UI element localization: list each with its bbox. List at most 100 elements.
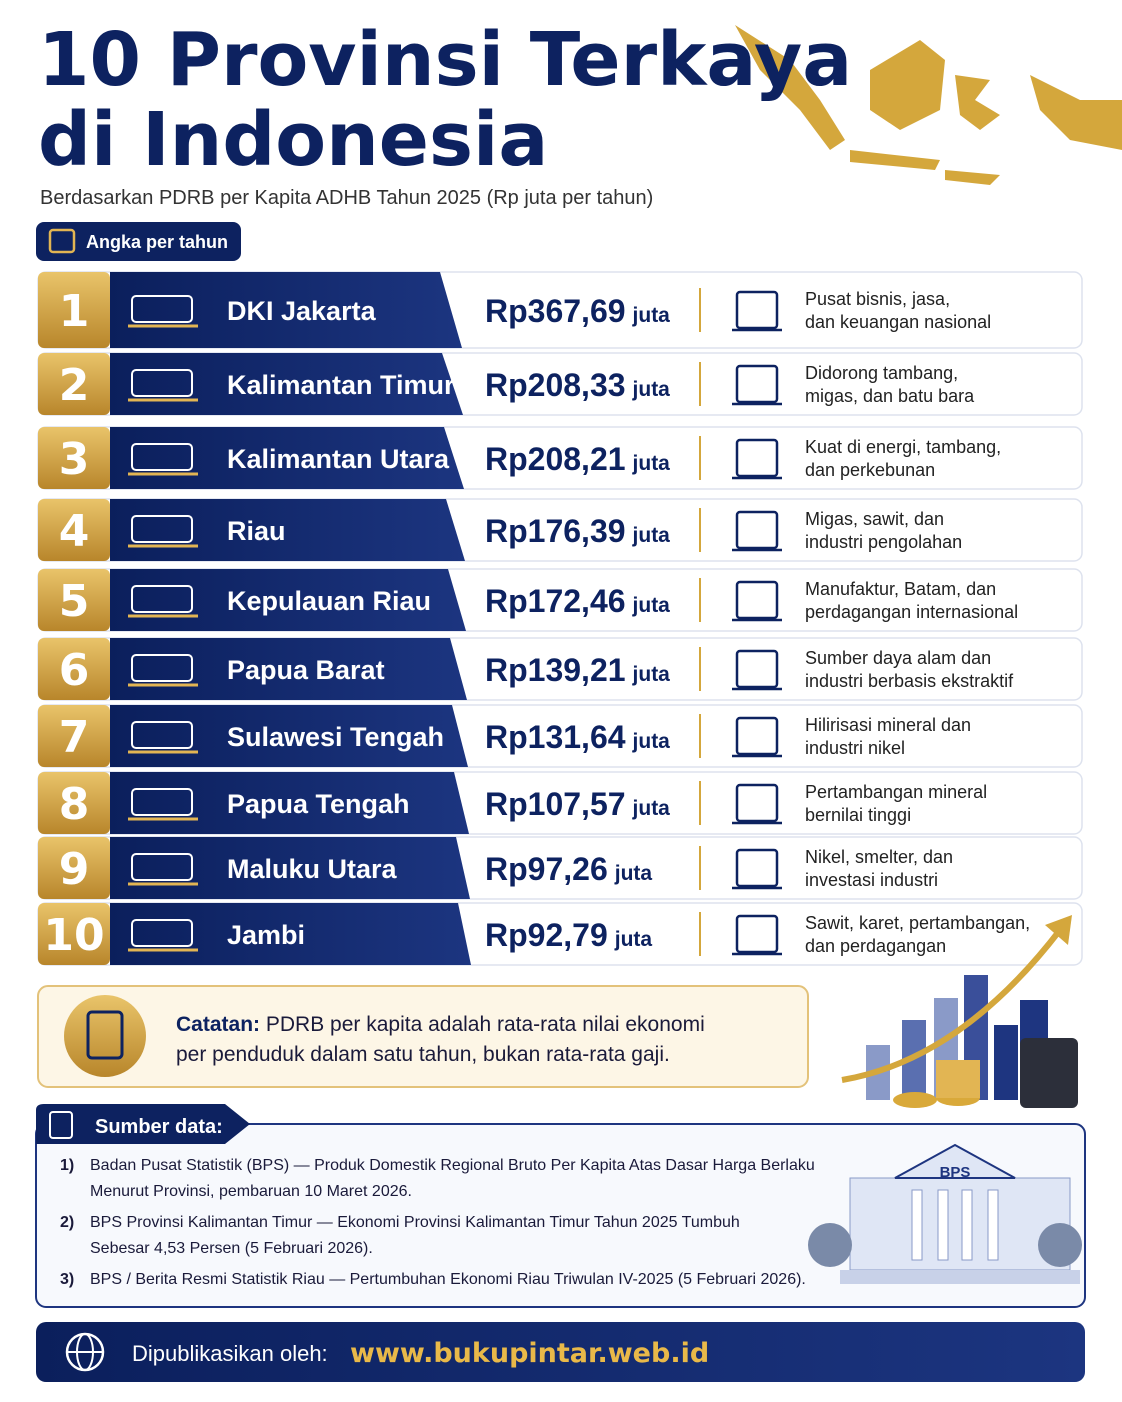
province-icon [131,369,193,397]
province-icon [131,515,193,543]
description: industri nikel [805,738,905,758]
value: Rp208,33 [485,367,626,403]
source-number: 1) [60,1157,74,1174]
sector-icon [735,848,779,888]
description: industri berbasis ekstraktif [805,671,1014,691]
source-text: Sebesar 4,53 Persen (5 Februari 2026). [90,1240,373,1257]
description: Migas, sawit, dan [805,509,944,529]
description: dan perdagangan [805,936,946,956]
province-band [110,427,464,489]
footer [36,1322,1085,1382]
province-band [110,499,465,561]
note-icon [86,1010,124,1060]
rank-box [38,837,110,899]
description: Kuat di energi, tambang, [805,437,1001,457]
building-label: BPS [940,1164,971,1181]
building-illustration [808,1143,1082,1284]
sector-icon [735,783,779,823]
province-name: Kepulauan Riau [227,586,431,616]
description: Didorong tambang, [805,363,958,383]
rank: 5 [59,576,90,627]
source-text: BPS / Berita Resmi Statistik Riau — Pert… [90,1271,806,1288]
rank-box [38,569,110,631]
rank: 8 [59,779,90,830]
province-name: Papua Tengah [227,789,410,819]
source-text: Menurut Provinsi, pembaruan 10 Maret 202… [90,1183,412,1200]
description: Nikel, smelter, dan [805,847,953,867]
source-number: 3) [60,1271,74,1288]
note-text: per penduduk dalam satu tahun, bukan rat… [176,1043,670,1066]
value: Rp208,21 [485,441,626,477]
value-unit: juta [632,663,671,686]
value-unit: juta [632,594,671,617]
description: dan perkebunan [805,460,935,480]
description: Pertambangan mineral [805,782,987,802]
sector-icon [735,364,779,404]
value: Rp131,64 [485,719,626,755]
rank-box [38,499,110,561]
rank: 1 [59,286,90,337]
value-unit: juta [614,862,653,885]
description: perdagangan internasional [805,602,1018,622]
note-box [37,985,809,1088]
rank: 2 [59,360,90,411]
rank-box [38,272,110,348]
province-icon [131,919,193,947]
description: Sawit, karet, pertambangan, [805,913,1030,933]
province-name: Kalimantan Timur [227,370,455,400]
subtitle: Berdasarkan PDRB per Kapita ADHB Tahun 2… [40,187,653,209]
badge [36,222,241,261]
description: bernilai tinggi [805,805,911,825]
footer-url[interactable]: www.bukupintar.web.id [350,1338,709,1369]
description: Hilirisasi mineral dan [805,715,971,735]
value: Rp367,69 [485,293,626,329]
source-number: 2) [60,1214,74,1231]
province-band [110,772,469,834]
value-unit: juta [632,730,671,753]
description: Manufaktur, Batam, dan [805,579,996,599]
description: investasi industri [805,870,938,890]
province-band [110,353,463,415]
badge-label: Angka per tahun [86,232,228,252]
footer-label: Dipublikasikan oleh: [132,1341,328,1366]
rank: 4 [59,506,90,557]
sector-icon [735,510,779,550]
rank: 3 [59,434,90,485]
sector-icon [735,649,779,689]
province-name: Sulawesi Tengah [227,722,444,752]
title: 10 Provinsi Terkaya [38,17,852,103]
source-text: Badan Pusat Statistik (BPS) — Produk Dom… [90,1157,815,1174]
province-icon [131,788,193,816]
sector-icon [735,290,779,330]
rank: 7 [59,712,90,763]
value: Rp176,39 [485,513,626,549]
province-band [110,705,468,767]
province-band [110,272,462,348]
description: Pusat bisnis, jasa, [805,289,950,309]
calendar-icon [48,228,76,254]
province-icon [131,853,193,881]
sources-tab [36,1104,250,1144]
province-band [110,569,466,631]
value-unit: juta [632,378,671,401]
province-name: Jambi [227,920,305,950]
sector-icon [735,716,779,756]
sector-icon [735,580,779,620]
value: Rp92,79 [485,917,608,953]
sector-icon [735,438,779,478]
province-band [110,903,471,965]
map-decoration [735,25,1122,185]
rank-box [38,427,110,489]
growth-decoration [841,915,1078,1108]
rank-box [38,772,110,834]
value-unit: juta [632,797,671,820]
value-unit: juta [632,452,671,475]
title: di Indonesia [38,97,548,183]
province-name: Kalimantan Utara [227,444,450,474]
rank-box [38,705,110,767]
province-icon [131,295,193,323]
province-icon [131,585,193,613]
province-name: Papua Barat [227,655,385,685]
province-name: Maluku Utara [227,854,398,884]
